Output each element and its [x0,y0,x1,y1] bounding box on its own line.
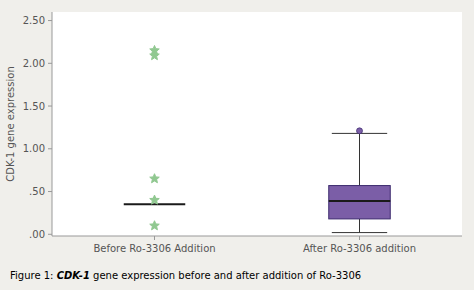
caption-part: CDK-1 [57,270,90,281]
y-tick-label: 2.00 [23,58,45,69]
y-tick-label: .50 [29,186,45,197]
median [124,203,186,205]
y-tick-label: 1.50 [23,101,45,112]
y-tick [48,20,52,21]
y-tick [48,234,52,235]
outlier [150,221,160,230]
y-tick [48,63,52,64]
box [329,186,391,219]
y-axis-label: CDK-1 gene expression [5,66,16,181]
median [329,200,391,202]
plot-marks [124,45,391,232]
x-tick [359,236,360,240]
whisker [359,219,360,233]
outlier [150,195,160,204]
outlier [357,128,363,134]
y-tick-label: 2.50 [23,15,45,26]
y-tick [48,106,52,107]
y-tick [48,148,52,149]
y-tick-label: .00 [29,229,45,240]
x-tick-label: Before Ro-3306 Addition [93,243,215,254]
whisker-cap [332,232,387,233]
y-tick-label: 1.00 [23,143,45,154]
x-tick-label: After Ro-3306 addition [303,243,416,254]
plot-area [52,12,462,236]
x-tick [154,236,155,240]
caption: Figure 1: CDK-1 gene expression before a… [10,270,361,281]
y-tick [48,191,52,192]
x-axis-line [52,236,462,237]
background [0,0,474,290]
caption-part: Figure 1: [10,270,57,281]
chart: .00 .50 1.00 1.50 2.00 2.50 Before Ro-3306 Add… [0,0,474,290]
whisker [359,133,360,185]
outlier [150,174,160,183]
y-axis-line [52,12,53,236]
caption-part: gene expression before and after additio… [90,270,361,281]
outlier [150,45,160,54]
